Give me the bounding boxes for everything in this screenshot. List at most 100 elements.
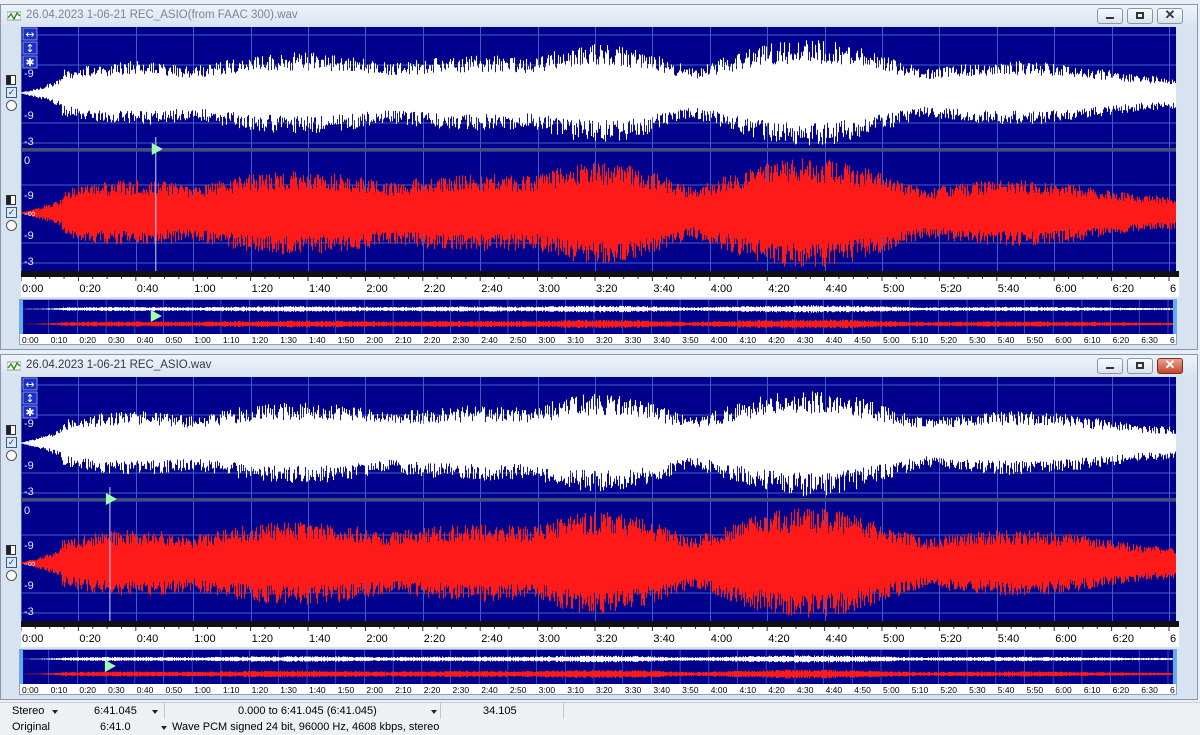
overview-label: 1:30: [280, 335, 297, 344]
waveform-window-1[interactable]: 26.04.2023 1-06-21 REC_ASIO(from FAAC 30…: [0, 4, 1198, 350]
overview-label: 0:00: [22, 335, 39, 344]
overview-label: 5:50: [1027, 335, 1044, 344]
overview-label: 0:40: [137, 335, 154, 344]
waveform-canvas[interactable]: ↔↕✱-9-∞-9-30-9-∞-9-3: [21, 377, 1176, 627]
timeline-label: 0:20: [79, 283, 100, 295]
overview-label: 4:40: [826, 685, 843, 694]
channel-enable-checkbox[interactable]: ✓: [6, 207, 17, 218]
timeline-label: 4:20: [768, 633, 789, 645]
play-position-icon[interactable]: [105, 493, 117, 505]
close-button[interactable]: ✕: [1157, 357, 1183, 374]
timeline-label: 3:40: [653, 633, 674, 645]
chevron-down-icon[interactable]: [431, 710, 437, 714]
overview-label: 5:20: [940, 335, 957, 344]
anchor-icon[interactable]: ✱: [22, 405, 38, 419]
overview-strip[interactable]: 0:00 0:10 0:20 0:30 0:40 0:50 1:00 1:10 1:20 1:30…: [19, 649, 1177, 695]
overview-label: 1:20: [252, 685, 269, 694]
overview-strip[interactable]: 0:00 0:10 0:20 0:30 0:40 0:50 1:00 1:10 1:20 1:30…: [19, 299, 1177, 345]
play-position-icon[interactable]: [150, 310, 162, 322]
minimize-button[interactable]: [1097, 358, 1123, 374]
overview-label: 6: [1170, 685, 1175, 694]
channel-select-radio[interactable]: [6, 450, 17, 461]
svg-text:✱: ✱: [25, 406, 34, 419]
timeline-ruler[interactable]: 0:00 0:20 0:40 1:00 1:20 1:40 2:00 2:20 2:40 3:00…: [20, 271, 1179, 297]
overview-label: 3:00: [539, 685, 556, 694]
channel-mode[interactable]: Stereo: [12, 705, 45, 717]
overview-canvas[interactable]: 0:00 0:10 0:20 0:30 0:40 0:50 1:00 1:10 1:20 1:30…: [19, 300, 1176, 345]
overview-label: 0:30: [108, 685, 125, 694]
timeline-label: 3:20: [596, 633, 617, 645]
chevron-down-icon[interactable]: [52, 710, 58, 714]
channel-select-radio[interactable]: [6, 220, 17, 231]
vertical-arrows-icon[interactable]: ↕: [22, 391, 38, 405]
left-channel-waveform: [21, 40, 1176, 146]
horizontal-arrows-icon[interactable]: ↔: [22, 27, 38, 41]
overview-label: 6: [1170, 335, 1175, 344]
minimize-button[interactable]: [1097, 8, 1123, 24]
overview-label: 2:00: [366, 685, 383, 694]
overview-left-waveform: [23, 305, 1173, 313]
waveform-view[interactable]: ↔ ↕ ✱ -9 -∞ -9 -3 0 -9 -∞ -9 -3: [21, 27, 1176, 277]
play-position-icon[interactable]: [151, 143, 163, 155]
timeline-label: 0:00: [22, 283, 43, 295]
title-bar[interactable]: 26.04.2023 1-06-21 REC_ASIO.wav ✕: [1, 355, 1197, 377]
waveform-view[interactable]: ↔ ↕ ✱ -9 -∞ -9 -3 0 -9 -∞ -9 -3: [21, 377, 1176, 627]
timeline-ruler[interactable]: 0:00 0:20 0:40 1:00 1:20 1:40 2:00 2:20 2:40 3:00…: [20, 621, 1179, 647]
overview-label: 6:30: [1141, 335, 1158, 344]
overview-label: 3:50: [682, 335, 699, 344]
svg-text:↔: ↔: [25, 378, 34, 391]
cursor-value: 34.105: [483, 705, 517, 717]
timeline-label: 5:20: [940, 283, 961, 295]
timeline-label: 2:00: [366, 633, 387, 645]
timeline-label: 4:00: [711, 633, 732, 645]
waveform-canvas[interactable]: ↔↕✱-9-∞-9-30-9-∞-9-3: [21, 27, 1176, 277]
left-channel-waveform: [21, 391, 1176, 497]
play-position-icon[interactable]: [104, 660, 116, 672]
overview-label: 0:10: [51, 335, 68, 344]
overview-label: 4:00: [711, 685, 728, 694]
waveform-window-2[interactable]: 26.04.2023 1-06-21 REC_ASIO.wav ✕ ✓ ✓ ↔ ↕…: [0, 354, 1198, 700]
overview-label: 5:00: [883, 335, 900, 344]
anchor-icon[interactable]: ✱: [22, 55, 38, 69]
channel-enable-checkbox[interactable]: ✓: [6, 557, 17, 568]
chevron-down-icon[interactable]: [152, 710, 158, 714]
vertical-arrows-icon[interactable]: ↕: [22, 41, 38, 55]
title-bar[interactable]: 26.04.2023 1-06-21 REC_ASIO(from FAAC 30…: [1, 5, 1197, 27]
maximize-button[interactable]: [1127, 8, 1153, 24]
overview-canvas[interactable]: 0:00 0:10 0:20 0:30 0:40 0:50 1:00 1:10 1:20 1:30…: [19, 650, 1176, 695]
channel-solo-toggle[interactable]: [6, 425, 16, 435]
channel-enable-checkbox[interactable]: ✓: [6, 87, 17, 98]
timeline-label: 2:20: [424, 633, 445, 645]
channel-solo-toggle[interactable]: [6, 195, 16, 205]
overview-label: 2:40: [481, 335, 498, 344]
channel-controls: ✓ ✓: [1, 377, 21, 627]
channel-select-radio[interactable]: [6, 100, 17, 111]
scale-label: -∞: [24, 208, 36, 220]
overview-label: 4:50: [854, 335, 871, 344]
overview-label: 2:40: [481, 685, 498, 694]
timeline-label: 1:20: [252, 633, 273, 645]
maximize-button[interactable]: [1127, 358, 1153, 374]
channel-solo-toggle[interactable]: [6, 75, 16, 85]
overview-label: 2:30: [453, 335, 470, 344]
overview-label: 3:00: [539, 335, 556, 344]
timeline-label: 5:00: [883, 283, 904, 295]
window-title: 26.04.2023 1-06-21 REC_ASIO(from FAAC 30…: [26, 9, 298, 21]
overview-label: 2:30: [453, 685, 470, 694]
overview-label: 0:20: [79, 335, 96, 344]
file-format: Wave PCM signed 24 bit, 96000 Hz, 4608 k…: [172, 721, 440, 733]
timeline-label: 1:00: [194, 633, 215, 645]
overview-label: 4:00: [711, 335, 728, 344]
timeline-label: 1:40: [309, 283, 330, 295]
chevron-down-icon[interactable]: [161, 726, 167, 730]
timeline-label: 5:40: [998, 633, 1019, 645]
overview-label: 4:30: [797, 685, 814, 694]
channel-select-radio[interactable]: [6, 570, 17, 581]
scale-label: -9: [24, 190, 34, 202]
channel-solo-toggle[interactable]: [6, 545, 16, 555]
channel-enable-checkbox[interactable]: ✓: [6, 437, 17, 448]
horizontal-arrows-icon[interactable]: ↔: [22, 377, 38, 391]
scale-label: -3: [24, 136, 34, 148]
close-button[interactable]: ✕: [1157, 7, 1183, 24]
minimize-icon: [1106, 17, 1114, 19]
